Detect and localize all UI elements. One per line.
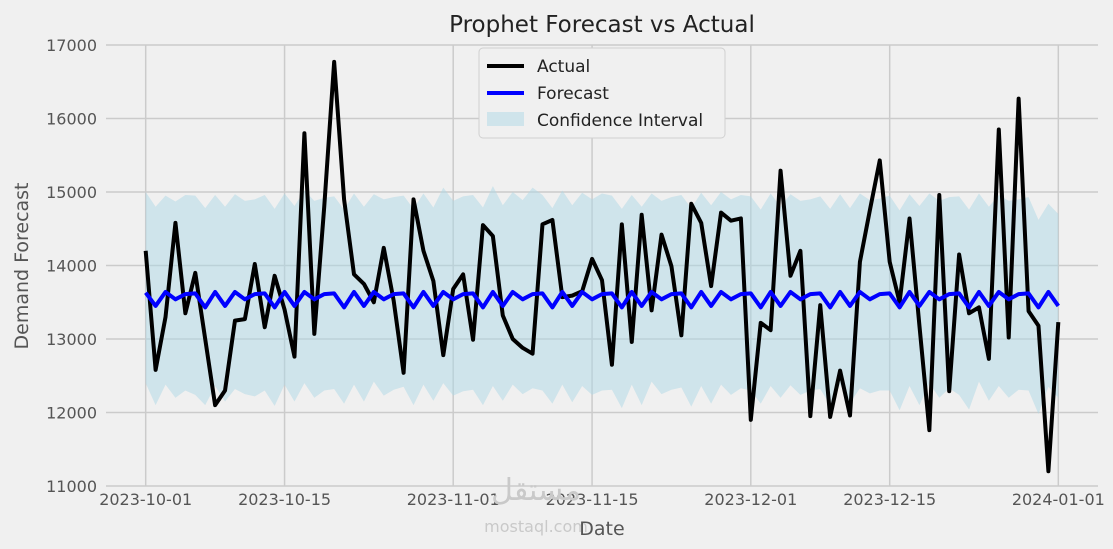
x-tick-label: 2023-10-15 (238, 490, 331, 509)
forecast-series-line (144, 289, 1060, 310)
ticks: 11000 12000 13000 14000 15000 16000 17000 2023-… (46, 36, 1105, 509)
x-tick-label: 2023-11-15 (546, 490, 639, 509)
x-axis-label: Date (579, 518, 624, 540)
y-tick-label: 13000 (46, 330, 97, 349)
x-tick-label: 2023-12-15 (843, 490, 936, 509)
y-tick-label: 17000 (46, 36, 97, 55)
x-tick-label: 2023-10-01 (99, 490, 192, 509)
y-tick-label: 15000 (46, 183, 97, 202)
legend-frame (478, 47, 726, 139)
legend-interval-swatch (487, 112, 524, 126)
legend-interval-label: Confidence Interval (537, 111, 703, 131)
y-axis-label: Demand Forecast (11, 182, 33, 349)
plot-area (143, 59, 1061, 474)
watermark-latin: mostaql.com (484, 517, 588, 536)
chart-title: Prophet Forecast vs Actual (449, 12, 755, 38)
x-tick-label: 2024-01-01 (1012, 490, 1105, 509)
y-tick-label: 16000 (46, 110, 97, 129)
actual-series-line (143, 59, 1061, 474)
legend: Actual Forecast Confidence Interval (478, 47, 726, 139)
y-tick-label: 14000 (46, 257, 97, 276)
y-tick-label: 12000 (46, 404, 97, 423)
legend-forecast-label: Forecast (537, 84, 609, 104)
watermark-arabic: مستقل (491, 473, 581, 508)
confidence-interval-band (145, 186, 1059, 414)
x-tick-label: 2023-11-01 (407, 490, 500, 509)
x-tick-label: 2023-12-01 (704, 490, 797, 509)
y-tick-label: 11000 (46, 477, 97, 496)
legend-actual-label: Actual (537, 57, 590, 77)
watermark: مستقل mostaql.com (484, 473, 588, 536)
